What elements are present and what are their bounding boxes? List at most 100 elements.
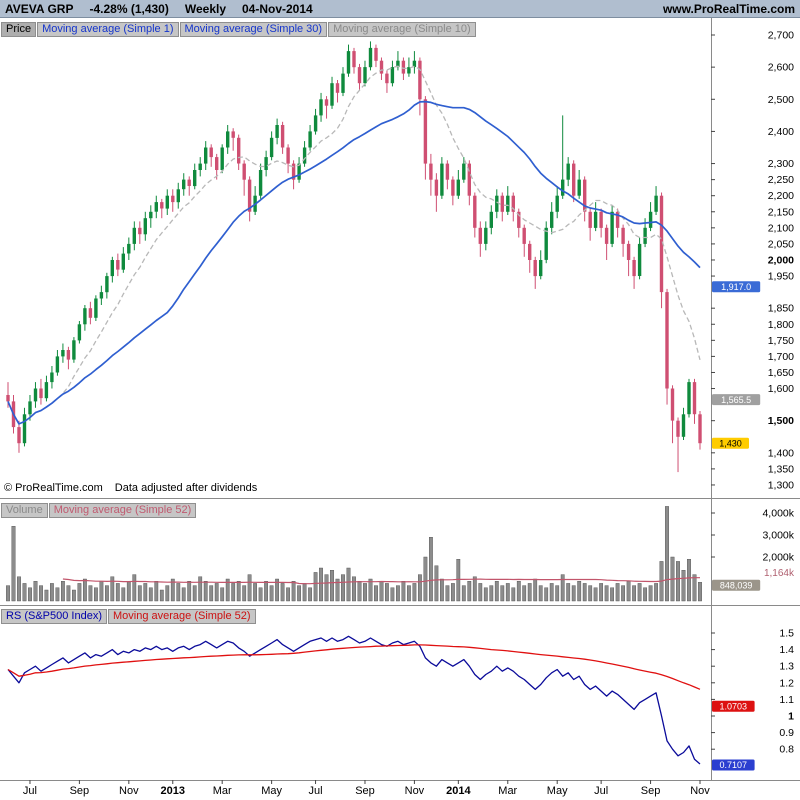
price-change: -4.28% (1,430)	[89, 1, 169, 16]
volume-bar	[132, 574, 137, 602]
volume-bar	[610, 587, 615, 602]
candle-body	[242, 163, 246, 180]
title-bar: AVEVA GRP -4.28% (1,430) Weekly 04-Nov-2014…	[0, 0, 800, 18]
candle-body	[681, 414, 686, 437]
candle-body	[643, 227, 647, 244]
volume-bar	[143, 583, 148, 602]
x-axis-label: Nov	[405, 785, 425, 797]
volume-legend: Volume Moving average (Simple 52)	[1, 500, 197, 518]
rs-axis-badge-label: 1.0703	[720, 702, 748, 712]
candle-body	[670, 388, 675, 421]
volume-bar	[253, 583, 257, 602]
candle-body	[495, 195, 499, 212]
legend-volume-ma-simple-52[interactable]: Moving average (Simple 52)	[48, 503, 197, 518]
axis-tick-label: 1.3	[779, 661, 794, 673]
candle-body	[83, 308, 87, 325]
candle-body	[22, 414, 27, 444]
candle-body	[544, 227, 548, 260]
chart-watermark: © ProRealTime.com Data adjusted after div…	[4, 482, 257, 494]
volume-bar	[412, 583, 417, 602]
axis-tick-label: 1.5	[779, 628, 794, 640]
volume-bar	[621, 585, 626, 602]
candle-body	[610, 211, 614, 244]
legend-price[interactable]: Price	[1, 22, 37, 37]
volume-bar	[297, 585, 301, 602]
candle-body	[50, 372, 54, 383]
volume-bar	[198, 576, 203, 602]
volume-bar	[341, 574, 345, 602]
volume-bar	[445, 585, 450, 602]
legend-rs-sp500[interactable]: RS (S&P500 Index)	[1, 609, 107, 624]
volume-bar	[418, 574, 422, 602]
x-axis-label: Jul	[309, 785, 323, 797]
volume-bar	[104, 585, 109, 602]
candle-body	[226, 131, 230, 148]
legend-rs-ma-simple-52[interactable]: Moving average (Simple 52)	[108, 609, 256, 624]
volume-bar	[159, 589, 164, 602]
candle-body	[264, 157, 268, 170]
x-axis-label: Nov	[690, 785, 710, 797]
candle-body	[55, 356, 60, 373]
volume-bar	[385, 583, 389, 602]
volume-bar	[456, 559, 461, 602]
volume-bar	[599, 583, 604, 602]
volume-bar	[50, 583, 54, 602]
axis-tick-label: 1,850	[768, 303, 794, 315]
volume-bar	[214, 583, 219, 602]
volume-bar	[368, 578, 373, 602]
volume-bar	[357, 581, 362, 602]
candle-body	[401, 60, 406, 74]
volume-bar	[560, 574, 565, 602]
volume-bar	[61, 581, 65, 602]
volume-bar	[170, 578, 175, 602]
volume-bar	[516, 581, 521, 602]
axis-tick-label: 2,300	[768, 158, 794, 170]
volume-bar	[231, 583, 236, 602]
candle-body	[659, 195, 664, 293]
volume-bar	[110, 576, 115, 602]
axis-tick-label: 4,000k	[762, 508, 794, 520]
volume-bar	[77, 583, 82, 602]
price-legend: Price Moving average (Simple 1) Moving ave…	[1, 19, 477, 37]
candle-body	[313, 115, 318, 132]
legend-ma-simple-30[interactable]: Moving average (Simple 30)	[179, 22, 328, 37]
volume-bar	[319, 567, 323, 602]
axis-tick-label: 1,500	[768, 415, 794, 427]
candle-body	[72, 340, 76, 360]
candle-body	[346, 51, 351, 74]
volume-ma-line	[62, 577, 700, 585]
candle-body	[160, 202, 164, 209]
candle-body	[198, 163, 202, 170]
volume-bar	[324, 574, 329, 602]
candle-body	[187, 179, 191, 186]
rs-axis-badge-label: 0.7107	[720, 760, 748, 770]
candle-body	[324, 99, 329, 106]
candle-body	[572, 163, 576, 196]
x-axis-label: May	[547, 785, 568, 797]
volume-bar	[236, 581, 241, 602]
price-axis-badge	[712, 394, 761, 406]
x-axis-label: Sep	[355, 785, 375, 797]
candle-body	[66, 350, 71, 360]
volume-bar	[346, 567, 351, 602]
volume-bar	[99, 581, 104, 602]
site-link[interactable]: www.ProRealTime.com	[662, 1, 795, 16]
volume-bar	[165, 585, 170, 602]
volume-bar	[88, 585, 93, 602]
candle-body	[176, 189, 180, 203]
legend-volume[interactable]: Volume	[1, 503, 48, 518]
candle-body	[308, 131, 312, 148]
candle-body	[215, 157, 219, 170]
candle-body	[220, 147, 224, 170]
volume-bar	[291, 581, 296, 602]
legend-ma-simple-10[interactable]: Moving average (Simple 10)	[328, 22, 476, 37]
candle-body	[462, 163, 466, 180]
volume-bar	[604, 585, 609, 602]
x-axis-label: 2013	[161, 785, 185, 797]
candle-body	[473, 195, 477, 228]
volume-bar	[632, 585, 637, 602]
legend-ma-simple-1[interactable]: Moving average (Simple 1)	[37, 22, 179, 37]
date-label: 04-Nov-2014	[242, 1, 313, 16]
volume-bar	[154, 581, 159, 602]
